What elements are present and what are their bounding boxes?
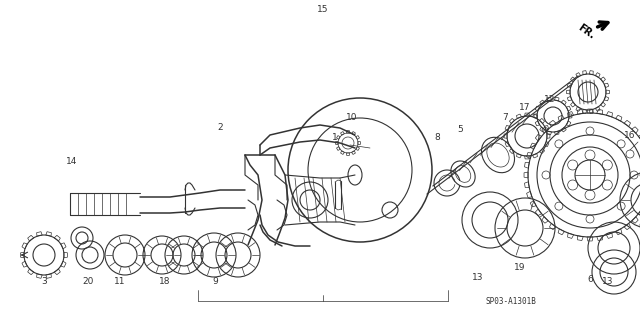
Text: 9: 9 <box>212 278 218 286</box>
Text: 10: 10 <box>346 114 358 122</box>
Text: 11: 11 <box>115 278 125 286</box>
Text: 8: 8 <box>434 133 440 143</box>
Text: 20: 20 <box>83 278 93 286</box>
Text: SP03-A1301B: SP03-A1301B <box>485 297 536 306</box>
Text: 18: 18 <box>159 278 171 286</box>
Text: 14: 14 <box>67 158 77 167</box>
Text: 2: 2 <box>217 123 223 132</box>
Text: 12: 12 <box>544 95 556 105</box>
Text: 1: 1 <box>332 132 338 142</box>
Text: 19: 19 <box>639 220 640 229</box>
Text: 16: 16 <box>624 130 636 139</box>
Text: 6: 6 <box>587 276 593 285</box>
Text: 13: 13 <box>472 273 484 283</box>
Text: FR.: FR. <box>575 23 596 41</box>
Text: 7: 7 <box>502 114 508 122</box>
Text: 13: 13 <box>602 278 614 286</box>
Text: 15: 15 <box>317 5 329 14</box>
Text: 17: 17 <box>519 103 531 113</box>
Text: 3: 3 <box>41 278 47 286</box>
Text: 5: 5 <box>457 125 463 135</box>
Text: 19: 19 <box>515 263 525 272</box>
